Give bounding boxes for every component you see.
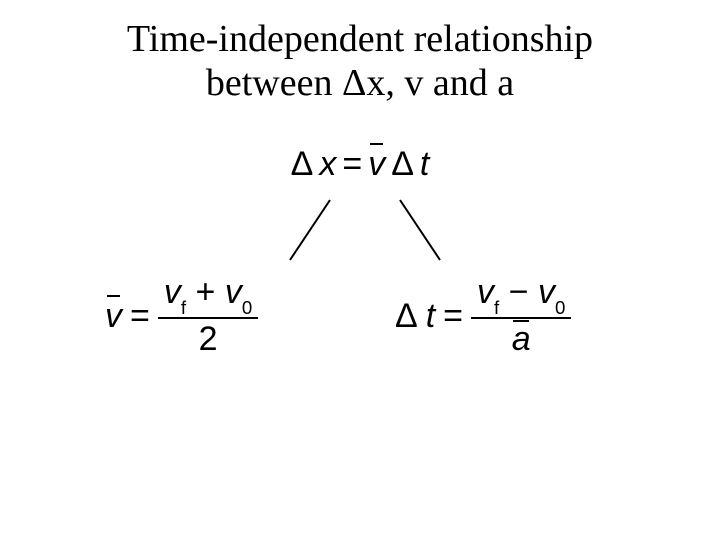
equation-vbar: v = vf + v0 2 (105, 275, 365, 358)
plus-left: + (196, 273, 216, 311)
equals-left: = (130, 297, 150, 336)
v0-v-left: v (225, 273, 242, 311)
deltat-t-right: t (426, 297, 435, 336)
branch-line-left (290, 200, 330, 260)
vf-sub-right: f (494, 297, 499, 318)
abar-right: a (512, 322, 531, 358)
deltax-x: x (319, 145, 336, 184)
title-line2-prefix: between (206, 62, 342, 104)
deltat-delta: Δ (391, 145, 414, 184)
title-delta: Δ (342, 62, 366, 104)
fraction-deltat: vf − v0 a (471, 275, 571, 358)
vf-v-right: v (477, 273, 494, 311)
slide-title: Time-independent relationship between Δx… (0, 18, 720, 105)
deltat-delta-right: Δ (395, 297, 418, 336)
equals-right: = (443, 297, 463, 336)
minus-right: − (509, 273, 529, 311)
vbar-left-lhs: v (105, 297, 122, 336)
title-x: x, (366, 62, 395, 104)
vf-v-left: v (164, 273, 181, 311)
deltax-delta: Δ (291, 145, 314, 184)
equation-main: Δx = vΔt (0, 145, 720, 184)
vbar-main: v (368, 145, 385, 184)
v0-v-right: v (538, 273, 555, 311)
v0-sub-right: 0 (555, 297, 565, 318)
den-left: 2 (193, 322, 224, 358)
deltat-t: t (420, 145, 429, 184)
vf-sub-left: f (181, 297, 186, 318)
equation-deltat: Δt = vf − v0 a (395, 275, 675, 358)
fraction-vbar: vf + v0 2 (158, 275, 258, 358)
equals-main: = (342, 145, 362, 184)
v0-sub-left: 0 (242, 297, 252, 318)
title-line1: Time-independent relationship (127, 18, 593, 60)
title-rest: v and a (395, 62, 514, 104)
branch-line-right (400, 200, 440, 260)
slide: Time-independent relationship between Δx… (0, 0, 720, 540)
